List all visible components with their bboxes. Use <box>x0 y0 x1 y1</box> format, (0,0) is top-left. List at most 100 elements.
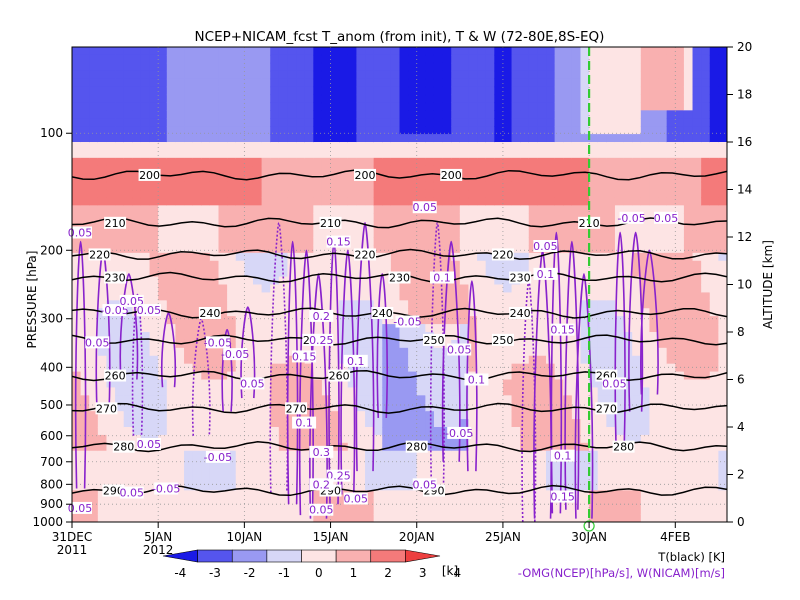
omega-contour <box>286 240 299 505</box>
anomaly-cell <box>304 157 314 167</box>
anomaly-cell <box>502 54 513 64</box>
anomaly-cell <box>158 450 168 460</box>
anomaly-cell <box>252 490 263 499</box>
anomaly-cell <box>97 292 108 301</box>
anomaly-cell <box>80 78 90 88</box>
anomaly-cell <box>537 411 547 420</box>
anomaly-cell <box>718 450 727 460</box>
anomaly-cell <box>683 458 694 468</box>
anomaly-cell <box>459 363 470 373</box>
anomaly-cell <box>356 514 366 522</box>
anomaly-cell <box>313 78 323 88</box>
anomaly-cell <box>252 252 263 262</box>
anomaly-cell <box>140 450 151 460</box>
anomaly-cell <box>502 419 513 428</box>
anomaly-cell <box>442 142 452 151</box>
anomaly-cell <box>416 181 426 191</box>
anomaly-cell <box>72 102 82 111</box>
anomaly-cell <box>339 86 349 96</box>
anomaly-cell <box>537 403 547 412</box>
anomaly-cell <box>192 498 202 507</box>
anomaly-cell <box>511 411 521 420</box>
anomaly-cell <box>115 149 125 159</box>
anomaly-cell <box>184 308 194 317</box>
anomaly-cell <box>571 142 582 151</box>
anomaly-cell <box>149 490 159 499</box>
anomaly-cell <box>675 284 685 294</box>
anomaly-cell <box>528 47 538 56</box>
anomaly-cell <box>649 379 659 389</box>
anomaly-cell <box>606 284 616 294</box>
anomaly-cell <box>580 86 590 96</box>
anomaly-cell <box>640 62 651 72</box>
anomaly-cell <box>632 474 642 484</box>
anomaly-cell <box>692 268 702 278</box>
anomaly-cell <box>365 371 375 381</box>
anomaly-cell <box>701 355 711 365</box>
anomaly-cell <box>89 300 99 309</box>
y-tick-label: 600 <box>40 429 63 443</box>
anomaly-cell <box>97 506 108 515</box>
anomaly-cell <box>72 70 82 80</box>
anomaly-cell <box>184 284 194 294</box>
anomaly-cell <box>416 268 426 278</box>
anomaly-cell <box>175 316 185 325</box>
anomaly-cell <box>261 244 271 254</box>
anomaly-cell <box>278 316 289 325</box>
anomaly-cell <box>675 165 685 175</box>
anomaly-cell <box>72 165 82 175</box>
anomaly-cell <box>158 308 168 317</box>
anomaly-cell <box>709 434 719 444</box>
anomaly-cell <box>80 94 90 104</box>
anomaly-cell <box>408 514 418 522</box>
temperature-label: 240 <box>372 307 393 320</box>
colorbar-label: -2 <box>244 566 256 580</box>
anomaly-cell <box>683 213 694 222</box>
anomaly-cell <box>235 339 245 349</box>
anomaly-cell <box>192 458 202 468</box>
anomaly-cell <box>356 292 366 301</box>
anomaly-cell <box>614 284 625 294</box>
temperature-label: 270 <box>286 402 307 415</box>
anomaly-cell <box>614 213 625 222</box>
anomaly-cell <box>201 181 211 191</box>
anomaly-cell <box>701 197 711 206</box>
anomaly-cell <box>468 474 478 484</box>
anomaly-cell <box>140 149 151 159</box>
anomaly-cell <box>235 149 245 159</box>
anomaly-cell <box>399 252 409 262</box>
anomaly-cell <box>502 197 513 206</box>
anomaly-cell <box>140 332 151 341</box>
anomaly-cell <box>683 490 694 499</box>
anomaly-cell <box>442 339 452 349</box>
anomaly-cell <box>140 419 151 428</box>
anomaly-cell <box>175 126 185 135</box>
anomaly-cell <box>218 54 228 64</box>
anomaly-cell <box>123 78 133 88</box>
anomaly-cell <box>209 514 220 522</box>
anomaly-cell <box>149 339 159 349</box>
anomaly-cell <box>209 316 220 325</box>
anomaly-cell <box>666 260 676 270</box>
anomaly-cell <box>459 300 470 309</box>
anomaly-cell <box>390 332 401 341</box>
anomaly-cell <box>649 316 659 325</box>
anomaly-cell <box>546 94 556 104</box>
anomaly-cell <box>89 458 99 468</box>
anomaly-cell <box>373 86 383 96</box>
anomaly-cell <box>408 474 418 484</box>
anomaly-cell <box>528 62 538 72</box>
anomaly-cell <box>589 229 599 238</box>
anomaly-cell <box>468 102 478 111</box>
anomaly-cell <box>106 205 116 214</box>
anomaly-cell <box>278 458 289 468</box>
temperature-label-bg <box>112 440 135 453</box>
anomaly-cell <box>658 371 668 381</box>
y2-tick-label: 20 <box>737 40 752 54</box>
anomaly-cell <box>614 197 625 206</box>
anomaly-cell <box>270 450 280 460</box>
anomaly-cell <box>425 213 435 222</box>
anomaly-cell <box>692 490 702 499</box>
anomaly-cell <box>442 355 452 365</box>
omega-label-bg <box>223 348 248 361</box>
